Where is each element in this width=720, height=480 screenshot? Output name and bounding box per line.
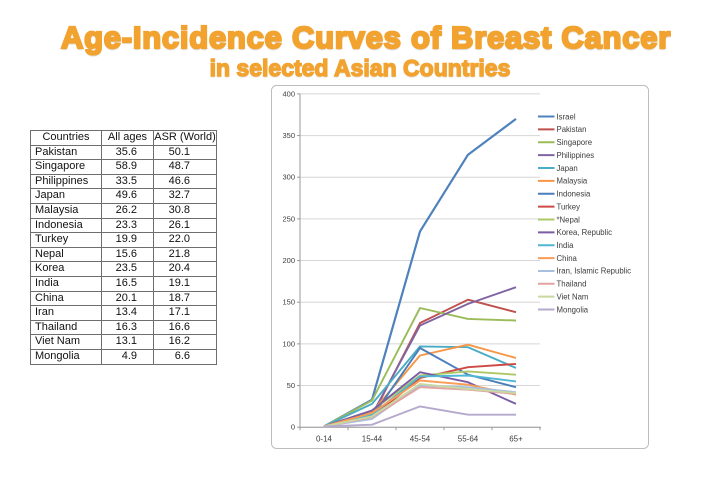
svg-text:Singapore: Singapore bbox=[557, 138, 593, 147]
svg-text:45-54: 45-54 bbox=[410, 435, 431, 444]
svg-text:Turkey: Turkey bbox=[557, 202, 581, 211]
svg-text:65+: 65+ bbox=[509, 435, 523, 444]
svg-text:400: 400 bbox=[282, 89, 295, 98]
svg-text:Indonesia: Indonesia bbox=[557, 190, 591, 199]
svg-text:250: 250 bbox=[282, 214, 295, 223]
svg-text:55-64: 55-64 bbox=[458, 435, 479, 444]
svg-text:100: 100 bbox=[282, 339, 295, 348]
svg-text:Israel: Israel bbox=[557, 112, 576, 121]
svg-text:350: 350 bbox=[282, 131, 295, 140]
svg-text:Pakistan: Pakistan bbox=[557, 125, 587, 134]
svg-text:*Nepal: *Nepal bbox=[557, 215, 581, 224]
svg-text:150: 150 bbox=[282, 298, 295, 307]
svg-text:Japan: Japan bbox=[557, 164, 578, 173]
svg-text:Malaysia: Malaysia bbox=[557, 177, 588, 186]
svg-text:Thailand: Thailand bbox=[557, 280, 587, 289]
svg-text:China: China bbox=[557, 254, 578, 263]
svg-text:Korea, Republic: Korea, Republic bbox=[557, 228, 613, 237]
svg-text:50: 50 bbox=[287, 381, 295, 390]
svg-text:Mongolia: Mongolia bbox=[557, 305, 589, 314]
svg-text:0: 0 bbox=[291, 423, 295, 432]
svg-text:India: India bbox=[557, 241, 575, 250]
svg-text:Viet Nam: Viet Nam bbox=[557, 292, 589, 301]
svg-text:300: 300 bbox=[282, 173, 295, 182]
svg-text:15-44: 15-44 bbox=[362, 435, 383, 444]
svg-text:Iran, Islamic Republic: Iran, Islamic Republic bbox=[557, 267, 632, 276]
svg-text:200: 200 bbox=[282, 256, 295, 265]
svg-text:0-14: 0-14 bbox=[316, 435, 333, 444]
svg-text:Philippines: Philippines bbox=[557, 151, 595, 160]
